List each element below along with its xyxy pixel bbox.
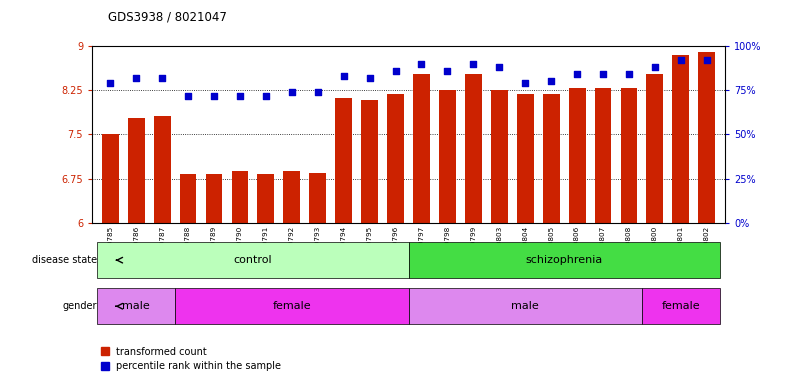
Point	[570, 71, 583, 78]
Text: female: female	[662, 301, 700, 311]
Text: gender: gender	[62, 301, 97, 311]
Point	[363, 75, 376, 81]
Bar	[231, 171, 248, 223]
Bar	[543, 94, 560, 223]
Point	[155, 75, 168, 81]
Bar	[672, 55, 689, 223]
Point	[622, 71, 635, 78]
Point	[312, 89, 324, 95]
Bar	[409, 242, 720, 278]
Bar	[698, 52, 715, 223]
Text: male: male	[123, 301, 150, 311]
Bar	[594, 88, 611, 223]
Bar	[309, 173, 326, 223]
Bar	[646, 74, 663, 223]
Point	[389, 68, 402, 74]
Bar	[97, 288, 175, 324]
Point	[337, 73, 350, 79]
Text: male: male	[511, 301, 539, 311]
Point	[260, 93, 272, 99]
Text: control: control	[234, 255, 272, 265]
Legend: transformed count, percentile rank within the sample: transformed count, percentile rank withi…	[97, 343, 285, 375]
Bar	[569, 88, 586, 223]
Point	[130, 75, 143, 81]
Bar	[491, 90, 508, 223]
Text: schizophrenia: schizophrenia	[525, 255, 602, 265]
Bar	[517, 94, 533, 223]
Point	[234, 93, 247, 99]
Bar	[439, 90, 456, 223]
Point	[104, 80, 117, 86]
Bar	[102, 134, 119, 223]
Text: GDS3938 / 8021047: GDS3938 / 8021047	[108, 10, 227, 23]
Bar	[179, 174, 196, 223]
Bar	[413, 74, 430, 223]
Bar	[361, 100, 378, 223]
Point	[467, 61, 480, 67]
Point	[493, 64, 505, 70]
Bar	[387, 94, 404, 223]
Text: disease state: disease state	[32, 255, 97, 265]
Point	[441, 68, 454, 74]
Point	[545, 78, 557, 84]
Bar	[465, 74, 481, 223]
Bar	[97, 242, 409, 278]
Bar	[621, 88, 638, 223]
Bar	[154, 116, 171, 223]
Bar	[284, 171, 300, 223]
Bar	[257, 174, 274, 223]
Point	[415, 61, 428, 67]
Point	[649, 64, 662, 70]
Point	[597, 71, 610, 78]
Text: female: female	[272, 301, 311, 311]
Bar	[336, 98, 352, 223]
Bar	[128, 118, 145, 223]
Bar	[642, 288, 720, 324]
Point	[285, 89, 298, 95]
Point	[674, 57, 687, 63]
Bar	[206, 174, 223, 223]
Point	[700, 57, 713, 63]
Point	[207, 93, 220, 99]
Point	[182, 93, 195, 99]
Point	[519, 80, 532, 86]
Bar	[175, 288, 409, 324]
Bar	[409, 288, 642, 324]
